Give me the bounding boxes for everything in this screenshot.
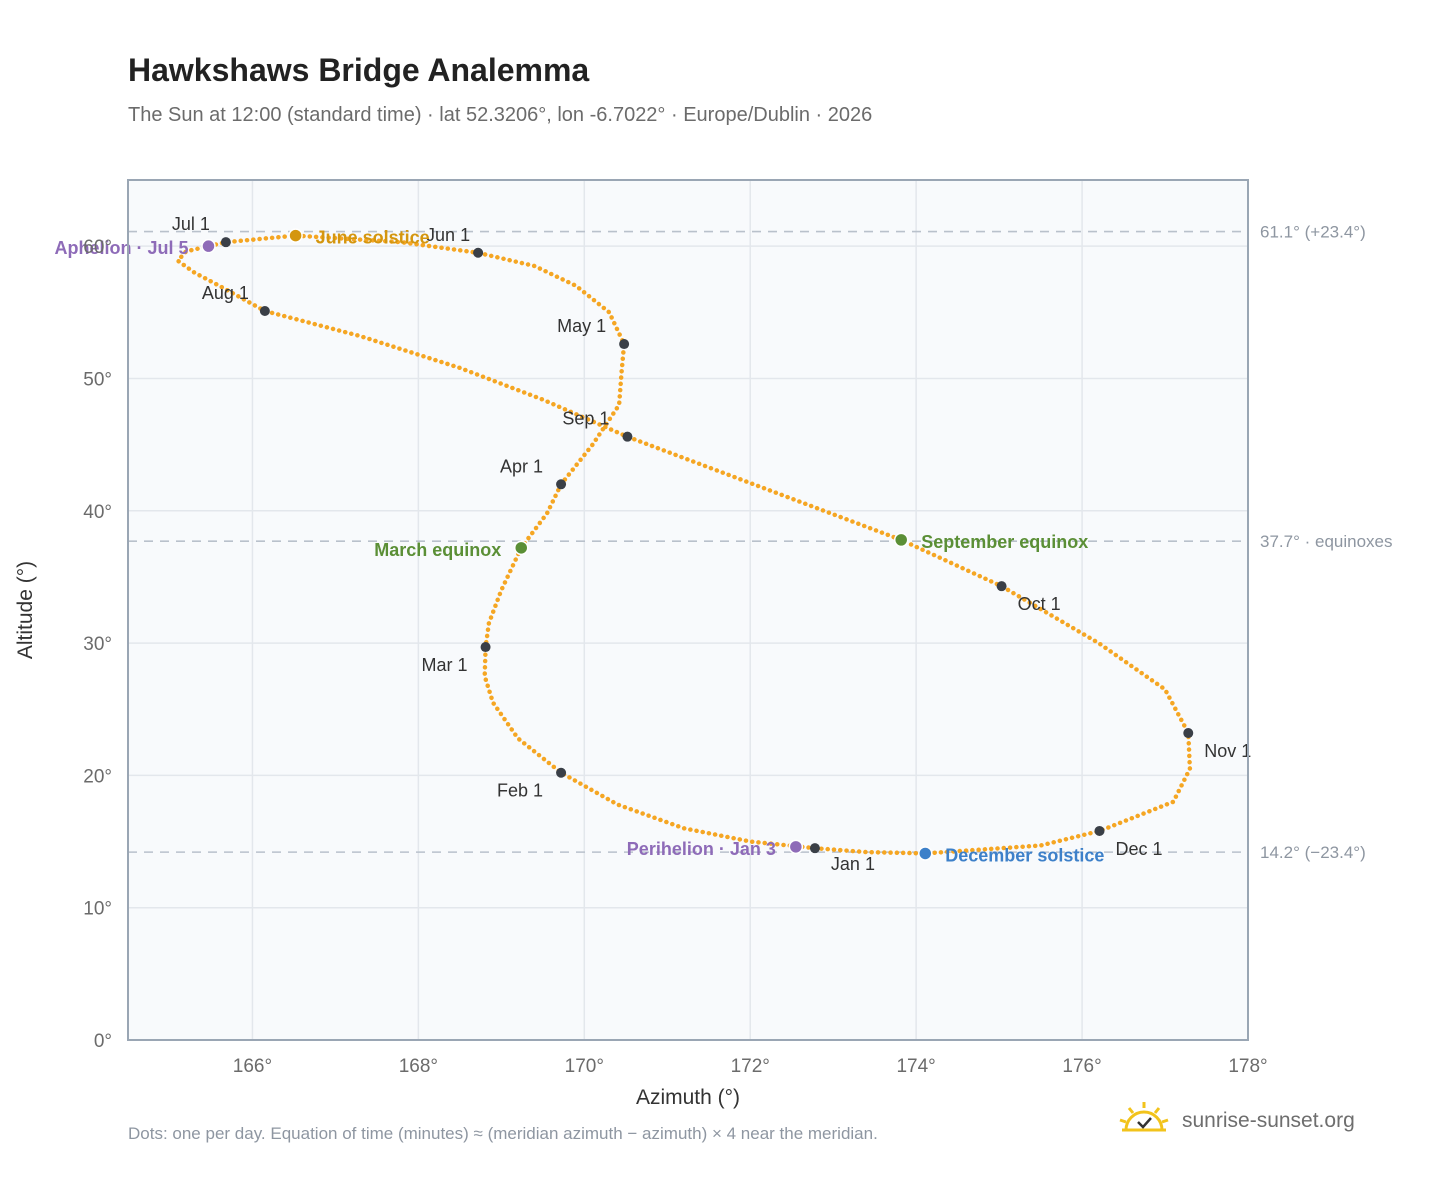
analemma-series — [175, 233, 1193, 856]
y-tick-label: 0° — [94, 1031, 112, 1052]
event-label: September equinox — [921, 532, 1088, 552]
y-tick-label: 50° — [83, 369, 112, 390]
month-label: Jul 1 — [172, 214, 210, 234]
month-label: Mar 1 — [422, 655, 468, 675]
chart-title: Hawkshaws Bridge Analemma — [128, 52, 590, 88]
chart-subtitle: The Sun at 12:00 (standard time) · lat 5… — [128, 104, 873, 126]
month-label: Jun 1 — [426, 225, 470, 245]
month-label: Feb 1 — [497, 781, 543, 801]
reference-lines: 61.1° (+23.4°) 37.7° · equinoxes 14.2° (−2… — [128, 223, 1393, 862]
month-marker — [556, 479, 567, 490]
month-marker — [1183, 728, 1194, 739]
x-tick-label: 178° — [1228, 1056, 1267, 1077]
month-marker — [996, 581, 1007, 592]
month-marker — [259, 305, 270, 316]
x-tick-label: 170° — [565, 1056, 604, 1077]
analemma-daily-dots — [175, 233, 1193, 856]
x-axis-ticks: 166° 168° 170° 172° 174° 176° 178° — [233, 1056, 1268, 1077]
event-marker — [513, 540, 529, 556]
event-markers: June solstice December solstice March equi… — [54, 228, 1104, 866]
x-tick-label: 168° — [399, 1056, 438, 1077]
y-tick-label: 60° — [83, 237, 112, 258]
x-tick-label: 166° — [233, 1056, 272, 1077]
month-label: Aug 1 — [202, 283, 249, 303]
event-label: December solstice — [945, 845, 1104, 865]
event-marker — [918, 846, 933, 861]
month-label: May 1 — [557, 316, 606, 336]
month-label: Dec 1 — [1115, 839, 1162, 859]
x-tick-label: 174° — [896, 1056, 935, 1077]
x-tick-label: 172° — [731, 1056, 770, 1077]
plot-area — [128, 180, 1248, 1040]
month-marker — [220, 237, 231, 248]
month-marker — [473, 247, 484, 258]
month-marker — [809, 843, 820, 854]
plot-border — [127, 179, 1249, 1041]
month-label: Apr 1 — [500, 456, 543, 476]
x-tick-label: 176° — [1062, 1056, 1101, 1077]
y-axis-ticks: 0° 10° 20° 30° 40° 50° 60° — [83, 237, 112, 1052]
chart-footnote: Dots: one per day. Equation of time (min… — [128, 1124, 878, 1143]
reference-line-label: 14.2° (−23.4°) — [1260, 843, 1366, 862]
y-axis-label: Altitude (°) — [14, 561, 37, 659]
event-label: March equinox — [374, 540, 501, 560]
x-axis-label: Azimuth (°) — [636, 1086, 740, 1109]
month-label: Nov 1 — [1204, 741, 1251, 761]
month-markers: Jan 1 Feb 1 Mar 1 Apr 1 May 1 Jun 1 Jul 1 Aug 1… — [172, 214, 1251, 874]
month-label: Sep 1 — [562, 409, 609, 429]
month-marker — [622, 431, 633, 442]
y-tick-label: 20° — [83, 766, 112, 787]
event-marker — [893, 532, 909, 548]
month-marker — [480, 642, 491, 653]
y-tick-label: 10° — [83, 899, 112, 920]
month-marker — [619, 339, 630, 350]
event-marker — [201, 238, 216, 254]
month-marker — [556, 767, 567, 778]
brand-logo[interactable]: sunrise-sunset.org — [1118, 1100, 1355, 1141]
sun-check-icon — [1118, 1100, 1170, 1141]
event-label: Perihelion · Jan 3 — [627, 839, 776, 859]
month-label: Jan 1 — [831, 854, 875, 874]
y-tick-label: 30° — [83, 634, 112, 655]
reference-line-label: 61.1° (+23.4°) — [1260, 223, 1366, 242]
event-marker — [288, 228, 303, 243]
event-marker — [788, 839, 804, 855]
month-marker — [1094, 825, 1105, 836]
event-label: Aphelion · Jul 5 — [54, 238, 188, 258]
reference-line-label: 37.7° · equinoxes — [1260, 532, 1393, 551]
month-label: Oct 1 — [1018, 594, 1061, 614]
y-tick-label: 40° — [83, 502, 112, 523]
event-label: June solstice — [316, 228, 430, 248]
brand-name: sunrise-sunset.org — [1182, 1108, 1355, 1132]
